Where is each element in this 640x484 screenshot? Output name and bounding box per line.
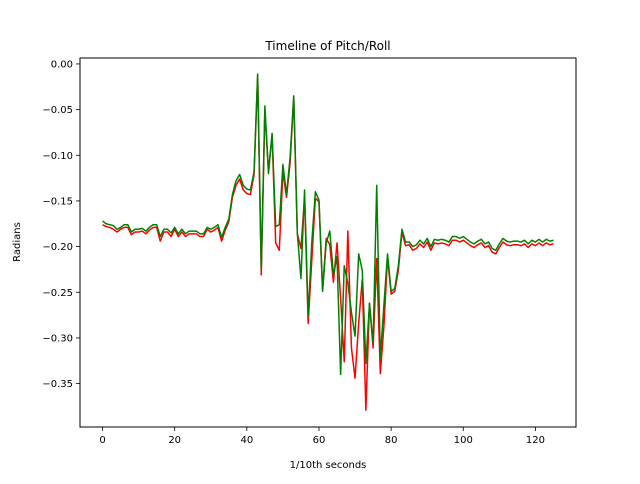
y-tick-label: −0.25 xyxy=(42,288,73,299)
y-tick-label: 0.00 xyxy=(51,59,73,70)
y-tick-label: −0.15 xyxy=(42,196,73,207)
y-tick-label: −0.10 xyxy=(42,151,73,162)
series-layer xyxy=(102,73,554,411)
x-axis-ticks: 0 20 40 60 80 100 120 xyxy=(99,427,545,446)
x-tick-label: 80 xyxy=(385,435,398,446)
x-tick-label: 0 xyxy=(99,435,105,446)
x-tick-label: 40 xyxy=(240,435,253,446)
series-line-1 xyxy=(102,75,554,411)
x-tick-label: 120 xyxy=(526,435,545,446)
x-tick-label: 20 xyxy=(168,435,181,446)
y-tick-label: −0.20 xyxy=(42,242,73,253)
y-tick-label: −0.30 xyxy=(42,333,73,344)
y-tick-label: −0.05 xyxy=(42,105,73,116)
series-line-2 xyxy=(102,73,554,376)
plot-frame xyxy=(79,57,577,428)
x-axis-label: 1/10th seconds xyxy=(290,460,367,471)
x-tick-label: 100 xyxy=(454,435,473,446)
y-tick-label: −0.35 xyxy=(42,379,73,390)
y-axis-label: Radians xyxy=(12,222,23,262)
x-tick-label: 60 xyxy=(313,435,326,446)
chart-title: Timeline of Pitch/Roll xyxy=(264,39,390,53)
y-axis-ticks: 0.00 −0.05 −0.10 −0.15 −0.20 −0.25 −0.30 −0.35 xyxy=(42,59,80,390)
